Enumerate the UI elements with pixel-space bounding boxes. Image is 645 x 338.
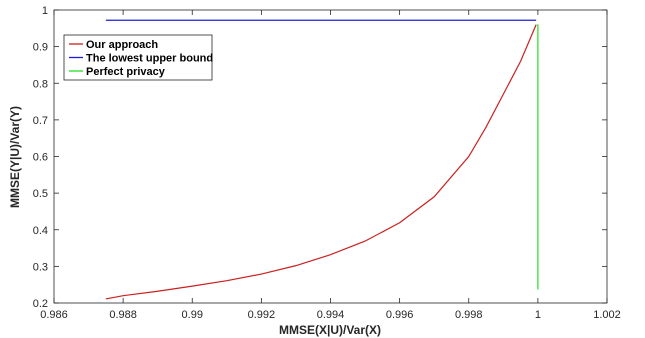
y-axis: 0.2 0.3 0.4 0.5 0.6 0.7 0.8 0.9 1 [33, 5, 607, 310]
x-tick-label: 1 [535, 309, 541, 321]
y-tick-label: 0.3 [33, 261, 48, 273]
y-tick-label: 0.4 [33, 225, 48, 237]
x-axis-title: MMSE(X|U)/Var(X) [279, 323, 381, 337]
x-tick-label: 0.988 [109, 309, 137, 321]
y-tick-label: 0.9 [33, 42, 48, 54]
x-axis: 0.986 0.988 0.99 0.992 0.994 0.996 0.998 1 1.002 [40, 10, 621, 321]
x-tick-label: 0.992 [248, 309, 276, 321]
legend-box [63, 34, 213, 81]
y-tick-label: 0.5 [33, 188, 48, 200]
x-tick-label: 0.99 [182, 309, 203, 321]
x-tick-label: 0.996 [386, 309, 414, 321]
y-axis-title: MMSE(Y|U)/Var(Y) [8, 106, 22, 208]
y-tick-label: 0.2 [33, 298, 48, 310]
y-tick-label: 1 [42, 5, 48, 17]
legend-label-perfect-privacy: Perfect privacy [86, 66, 166, 78]
x-tick-label: 1.002 [593, 309, 621, 321]
y-tick-label: 0.7 [33, 115, 48, 127]
legend: Our approach The lowest upper boundPerfec… [63, 34, 213, 81]
series-layer [105, 19, 539, 300]
legend-label-the-lowest-upper-bound: The lowest upper bound [86, 53, 213, 65]
x-tick-label: 0.994 [317, 309, 345, 321]
x-tick-label: 0.986 [40, 309, 68, 321]
y-tick-label: 0.6 [33, 152, 48, 164]
x-tick-label: 0.998 [455, 309, 483, 321]
series-line-our-approach [105, 24, 537, 300]
y-tick-label: 0.8 [33, 78, 48, 90]
legend-label-our-approach: Our approach [86, 39, 158, 51]
